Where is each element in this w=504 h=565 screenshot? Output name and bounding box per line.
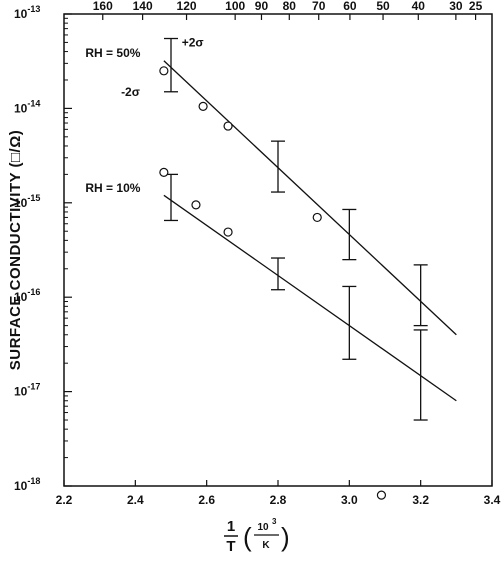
y-tick-label: 10-14 [14,98,40,115]
fit-line [163,60,457,336]
x-axis-paren-open: ( [243,522,252,552]
bottom-axis: 2.2 2.4 2.6 2.8 3.0 3.2 3.4 [56,480,501,507]
error-bars [164,37,428,421]
top-tick-label: 120 [177,0,197,13]
top-tick-label: 100 [225,0,245,13]
y-tick-label: 10-18 [14,476,40,493]
x-tick-label: 3.0 [341,493,358,507]
x-axis-label-numerator: 1 [227,518,235,535]
x-axis-label-k: K [262,540,270,551]
y-tick-label: 10-15 [14,193,40,210]
x-axis-label-exp: 3 [272,517,277,526]
annotation-label: -2σ [121,85,140,99]
annotations: RH = 50% +2σ -2σ RH = 10% [85,36,203,195]
top-axis: 160 140 120 100 90 80 70 60 50 40 30 25 [93,0,483,20]
data-point [159,167,169,177]
top-tick-label: 80 [283,0,297,13]
data-points [159,66,387,500]
data-point [223,227,233,237]
x-tick-label: 3.4 [484,493,501,507]
top-tick-label: 160 [93,0,113,13]
x-axis-title: 1 T ( 10 3 K ) [224,517,290,555]
top-tick-label: 70 [312,0,326,13]
x-tick-label: 2.6 [198,493,215,507]
y-tick-label: 10-13 [14,4,40,21]
error-bar [413,264,428,327]
left-axis: 10-13 10-14 10-15 10-16 10-17 10-18 [14,4,72,493]
y-axis-label: SURFACE CONDUCTIVITY (□/Ω) [7,130,24,370]
data-point [191,200,201,210]
error-bar [271,140,285,193]
data-point [312,212,322,223]
error-bar [271,257,285,291]
y-tick-label: 10-17 [14,382,40,399]
error-bar [342,208,357,261]
x-tick-label: 2.4 [127,493,144,507]
top-tick-label: 25 [469,0,483,13]
y-axis-title: SURFACE CONDUCTIVITY (□/Ω) [7,130,24,370]
x-tick-label: 2.8 [270,493,287,507]
x-tick-label: 3.2 [412,493,429,507]
error-bar [164,37,178,93]
data-point [198,101,208,111]
annotation-label: RH = 10% [85,181,140,195]
y-tick-label: 10-16 [14,287,40,304]
x-tick-label: 2.2 [56,493,73,507]
data-point [376,490,387,500]
annotation-label: +2σ [182,36,204,50]
fit-lines [163,60,457,402]
x-axis-paren-close: ) [281,522,290,552]
data-point [159,66,169,76]
top-tick-label: 50 [376,0,390,13]
fit-line [163,194,457,402]
error-bar [342,285,357,360]
x-axis-label-denominator: T [226,538,235,555]
top-tick-label: 40 [412,0,426,13]
annotation-label: RH = 50% [85,46,140,60]
x-axis-label-ten: 10 [257,522,269,533]
top-tick-label: 30 [449,0,463,13]
top-tick-label: 60 [343,0,357,13]
error-bar [413,329,428,421]
top-tick-label: 140 [133,0,153,13]
top-tick-label: 90 [255,0,269,13]
data-point [223,121,233,131]
